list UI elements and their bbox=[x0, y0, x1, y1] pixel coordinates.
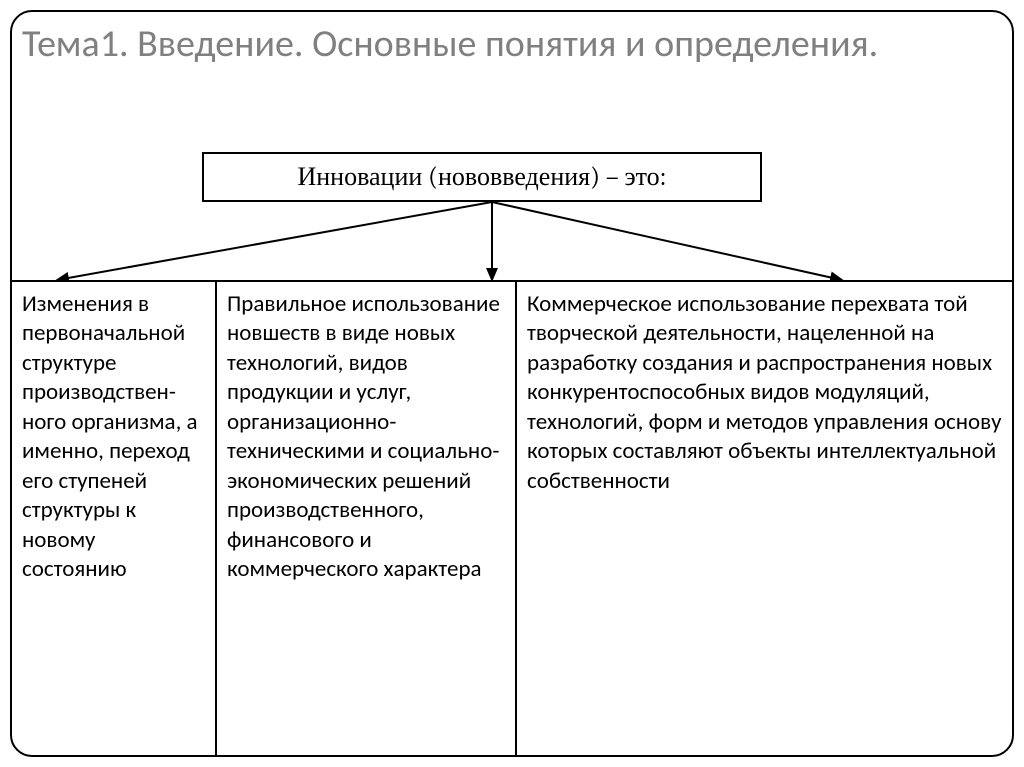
branch-arrows bbox=[12, 202, 1012, 282]
slide-title: Тема1. Введение. Основные понятия и опре… bbox=[22, 22, 1002, 67]
slide: Тема1. Введение. Основные понятия и опре… bbox=[0, 0, 1024, 767]
definition-col-3: Коммерческое использование перехвата той… bbox=[517, 282, 1012, 755]
root-concept-label: Инновации (нововведения) – это: bbox=[297, 162, 666, 192]
arrow-left bbox=[57, 202, 492, 280]
definition-col-2: Правильное использование новшеств в виде… bbox=[217, 282, 517, 755]
arrow-right bbox=[492, 202, 842, 280]
definition-columns: Изменения в первоначальной структуре про… bbox=[12, 280, 1012, 755]
root-concept-box: Инновации (нововведения) – это: bbox=[202, 152, 762, 202]
definition-col-1: Изменения в первоначальной структуре про… bbox=[12, 282, 217, 755]
